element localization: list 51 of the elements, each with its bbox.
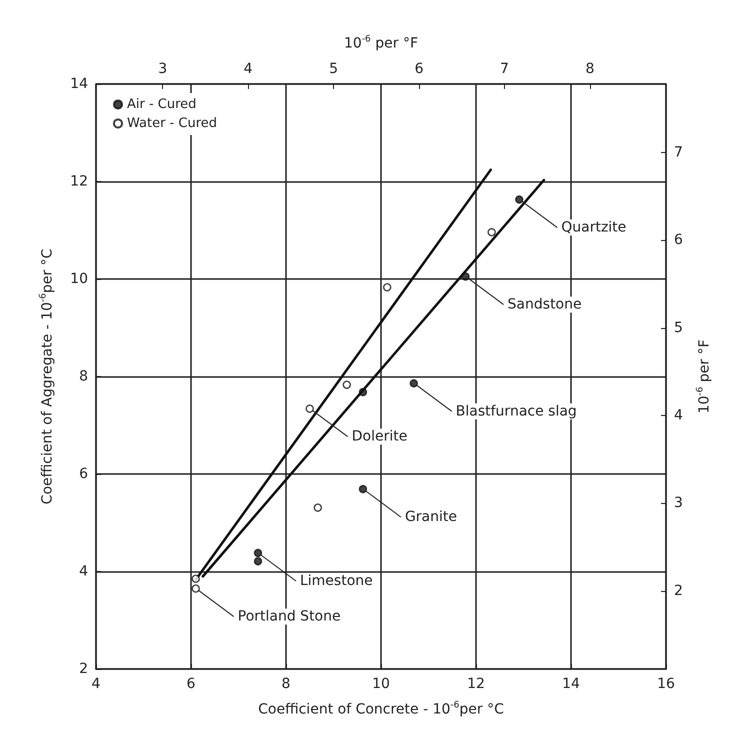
x-tick-label: 14: [562, 676, 580, 692]
point: [358, 388, 368, 396]
point: [254, 548, 262, 558]
point: [192, 574, 200, 583]
y-tick-label: 2: [79, 661, 88, 677]
legend-label: Water - Cured: [127, 116, 218, 131]
y-axis-title: Coefficient of Aggregate - 10-6per °C: [38, 248, 56, 504]
point: [515, 195, 524, 204]
y2-tick-label: 2: [674, 582, 683, 599]
y-tick-label: 6: [79, 466, 88, 482]
y2-tick-label: 5: [674, 320, 683, 336]
annotation: Portland Stone: [238, 608, 341, 625]
x2-tick-label: 4: [244, 61, 253, 77]
point: [488, 228, 496, 236]
x2-tick-label: 7: [500, 61, 509, 77]
point: [342, 380, 351, 389]
annotation: Sandstone: [508, 296, 582, 313]
x-tick-label: 4: [92, 676, 101, 692]
annotation: Quartzite: [561, 220, 626, 236]
x2-tick-label: 6: [414, 61, 424, 77]
point: [383, 283, 392, 292]
x-tick-label: 6: [186, 676, 196, 692]
y-tick-label: 10: [70, 271, 88, 287]
annotation: Granite: [404, 509, 458, 526]
annotation: Limestone: [300, 572, 373, 589]
y2-axis-title: 10-6 per °F: [696, 339, 712, 414]
legend-label: Air - Cured: [127, 97, 196, 112]
annotation: Dolerite: [352, 428, 408, 445]
x2-tick-label: 5: [329, 61, 338, 77]
annotation: Blastfurnace slag: [456, 403, 577, 420]
point: [410, 379, 418, 388]
x-tick-label: 16: [657, 676, 675, 692]
x2-tick-label: 3: [158, 61, 168, 77]
point: [192, 584, 200, 593]
point: [461, 272, 470, 281]
y2-tick-label: 4: [674, 408, 683, 424]
x2-tick-label: 8: [585, 61, 594, 77]
point: [314, 503, 322, 512]
y-tick-label: 4: [79, 564, 88, 580]
y-tick-label: 12: [70, 174, 88, 190]
x-tick-label: 12: [467, 676, 485, 692]
y2-tick-label: 3: [674, 495, 683, 512]
point: [306, 404, 314, 413]
y2-tick-label: 6: [674, 232, 683, 248]
y-tick-label: 14: [70, 76, 88, 92]
y2-tick-label: 7: [674, 144, 683, 160]
x-tick-label: 10: [372, 676, 390, 692]
y-tick-label: 8: [79, 368, 88, 384]
point: [254, 557, 262, 566]
point: [358, 484, 368, 494]
x-tick-label: 8: [282, 676, 290, 692]
